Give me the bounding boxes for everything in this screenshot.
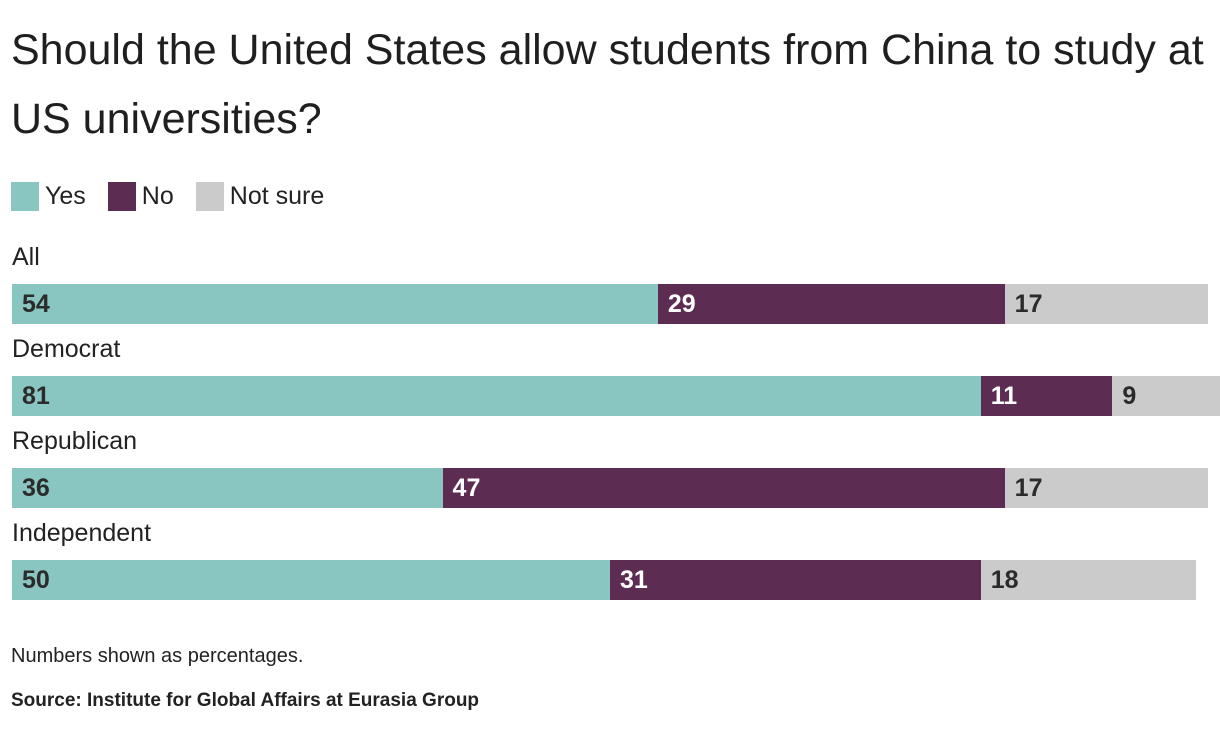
bar-segment (12, 376, 981, 416)
data-label: 50 (22, 566, 50, 594)
stacked-bar: 36 47 17 (12, 468, 1208, 508)
bar-segment (1112, 376, 1220, 416)
data-label: 18 (990, 566, 1019, 594)
stacked-bar: 54 29 17 (12, 284, 1208, 324)
stacked-bar: 50 31 18 (12, 560, 1208, 600)
chart-title: Should the United States allow students … (11, 26, 1204, 143)
legend-label: No (141, 181, 174, 210)
stacked-bar-chart: All 54 29 17 Democrat 81 11 9 Republican 36 47 17 In… (12, 240, 1220, 610)
data-label: 31 (620, 566, 648, 594)
data-label: 54 (22, 290, 50, 318)
bar-segment (610, 560, 981, 600)
category-label: Republican (12, 427, 138, 455)
legend-swatch (195, 181, 224, 211)
data-label: 81 (22, 382, 50, 410)
legend-item: Not sure (195, 181, 325, 211)
data-label: 29 (667, 290, 696, 318)
data-label: 17 (1014, 290, 1043, 318)
data-label: 17 (1014, 474, 1043, 502)
bar-segment (12, 468, 443, 508)
bar-segment (1004, 284, 1208, 324)
legend-item: Yes (11, 181, 86, 211)
data-label: 9 (1122, 382, 1137, 410)
stacked-bar: 81 11 9 (12, 376, 1220, 416)
data-label: 11 (990, 382, 1018, 410)
legend-label: Not sure (229, 181, 325, 210)
bar-segment (1004, 468, 1208, 508)
legend-swatch (107, 181, 136, 211)
bar-segment (980, 376, 1113, 416)
bar-segment (657, 284, 1005, 324)
bar-segment (12, 284, 658, 324)
data-label: 36 (22, 474, 50, 502)
legend-swatch (11, 181, 39, 211)
source-credit: Source: Institute for Global Affairs at … (11, 690, 480, 711)
bar-segment (442, 468, 1005, 508)
category-label: Democrat (12, 335, 121, 363)
legend: Yes No Not sure (11, 180, 346, 212)
bar-segment (980, 560, 1197, 600)
legend-item: No (107, 181, 174, 211)
data-label: 47 (452, 474, 481, 502)
category-label: Independent (12, 519, 152, 547)
bar-segment (12, 560, 610, 600)
footnote: Numbers shown as percentages. (11, 645, 304, 667)
category-label: All (12, 243, 40, 271)
legend-label: Yes (45, 181, 86, 210)
